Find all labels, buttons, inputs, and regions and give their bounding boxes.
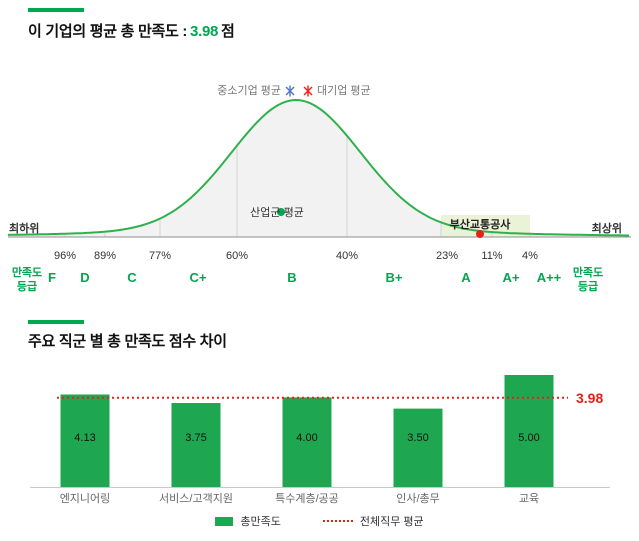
percentile-tick: 11% (481, 250, 502, 262)
bar-category-label: 특수계층/공공 (275, 492, 339, 505)
company-dot-icon (476, 230, 484, 238)
bar-value-label: 5.00 (518, 432, 539, 444)
bar-category-label: 서비스/고객지원 (159, 492, 233, 505)
page-title: 이 기업의 평균 총 만족도 :3.98 점 (28, 20, 235, 41)
bar-value-label: 3.75 (185, 432, 206, 444)
grade-label: F (48, 270, 56, 285)
grade-label: A (461, 270, 471, 285)
grade-caption-left-line2: 등급 (17, 280, 37, 293)
average-value-label: 3.98 (576, 390, 603, 406)
title-text: 이 기업의 평균 총 만족도 : (28, 23, 188, 40)
legend-total-label: 총만족도 (240, 516, 281, 528)
percentile-tick: 4% (522, 250, 538, 262)
percentile-tick: 40% (336, 250, 358, 262)
lowest-label: 최하위 (9, 221, 39, 235)
percentile-tick: 96% (54, 250, 76, 262)
large-company-average-marker-icon (303, 85, 313, 97)
grade-label: C+ (190, 270, 207, 285)
bar-value-label: 4.00 (296, 432, 317, 444)
bar-category-label: 교육 (519, 492, 539, 505)
bar-category-labels-group: 엔지니어링 서비스/고객지원 특수계층/공공 인사/총무 교육 (60, 492, 539, 505)
bars-group (60, 375, 554, 487)
industry-average-dot-icon (277, 208, 285, 216)
bell-curve-chart: 중소기업 평균 대기업 평균 산업군 평균 부산교통공사 최하위 최상위 만족도… (7, 84, 631, 293)
grade-boundary-lines (64, 136, 531, 237)
bar-swatch-icon (215, 516, 234, 526)
highest-label: 최상위 (592, 221, 622, 235)
bar-5 (504, 375, 554, 487)
grade-label: B+ (386, 270, 403, 285)
grade-label: A++ (537, 270, 562, 285)
sme-average-marker-icon (285, 85, 295, 97)
bell-curve-line (7, 99, 629, 237)
bar-category-label: 인사/총무 (396, 492, 440, 505)
section2-accent-bar (28, 320, 84, 324)
grade-label: C (127, 270, 137, 285)
grade-label: D (80, 270, 89, 285)
bar-2 (171, 403, 221, 487)
percentile-tick: 60% (226, 250, 248, 262)
legend-item-total-satisfaction: 총만족도 (215, 513, 281, 529)
title-score: 3.98 (190, 23, 219, 40)
grade-label: B (287, 270, 296, 285)
industry-average-label: 산업군 평균 (250, 206, 304, 219)
dotted-line-swatch-icon (322, 520, 353, 522)
grade-label: A+ (503, 270, 520, 285)
company-grade-highlight (441, 215, 530, 237)
legend-sme-label: 중소기업 평균 (217, 84, 281, 97)
bar-value-label: 4.13 (74, 432, 95, 444)
bar-3 (282, 397, 332, 487)
legend-average-label: 전체직무 평균 (359, 516, 424, 528)
grade-caption-right-line2: 등급 (578, 280, 598, 293)
job-group-bar-chart: 3.98 4.13 3.75 4.00 3.50 5.00 엔지니어링 서비스/고객지원 특… (30, 375, 610, 505)
section2-title: 주요 직군 별 총 만족도 점수 차이 (28, 333, 227, 350)
title-accent-bar (28, 8, 84, 12)
company-label: 부산교통공사 (450, 217, 512, 231)
bar-value-label: 3.50 (407, 432, 428, 444)
percentile-tick: 89% (94, 250, 116, 262)
percentile-tick: 23% (436, 250, 458, 262)
legend-large-company-label: 대기업 평균 (317, 84, 371, 97)
bar-category-label: 엔지니어링 (60, 492, 111, 505)
grade-caption-right-line1: 만족도 (573, 265, 603, 279)
bar-chart-legend: 총만족도 전체직무 평균 (0, 513, 639, 529)
bar-4 (393, 408, 443, 487)
bar-1 (60, 394, 110, 487)
legend-item-overall-average: 전체직무 평균 (322, 513, 424, 529)
bar-value-labels-group: 4.13 3.75 4.00 3.50 5.00 (74, 432, 539, 444)
bell-fill-area (8, 100, 631, 237)
grade-caption-left-line1: 만족도 (12, 265, 42, 279)
title-unit: 점 (221, 23, 235, 40)
percentile-tick: 77% (149, 250, 171, 262)
